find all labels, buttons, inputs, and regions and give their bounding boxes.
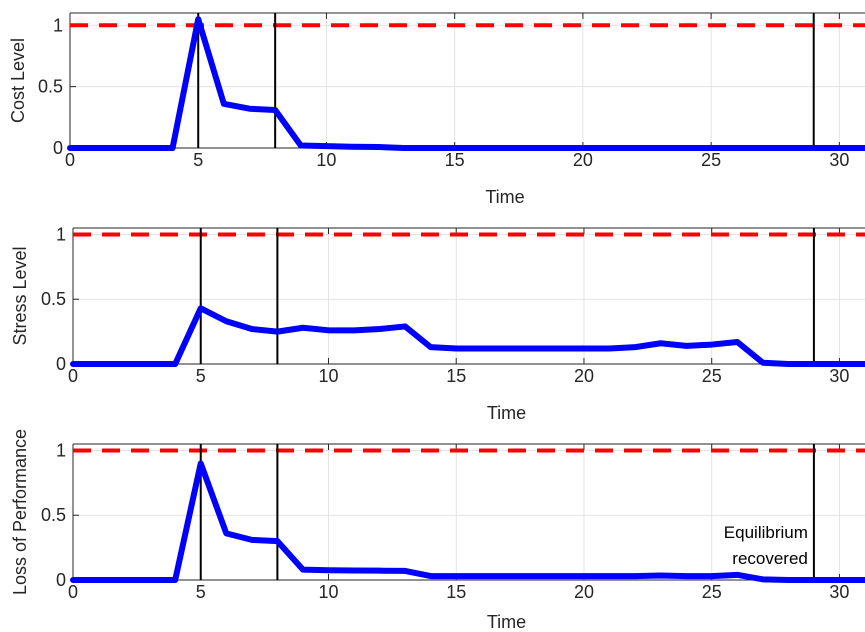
x-tick-label: 0 — [65, 150, 75, 170]
x-tick-label: 15 — [445, 150, 465, 170]
x-tick-label: 15 — [446, 582, 466, 602]
series-line — [70, 305, 865, 367]
x-tick-label: 25 — [702, 582, 722, 602]
x-tick-label: 20 — [573, 150, 593, 170]
y-axis-label: Stress Level — [10, 246, 30, 345]
x-tick-label: 5 — [196, 582, 206, 602]
y-tick-label: 1 — [56, 440, 66, 460]
x-tick-label: 20 — [574, 366, 594, 386]
y-tick-label: 0.5 — [38, 77, 63, 97]
x-tick-label: 5 — [193, 150, 203, 170]
series-line — [70, 460, 865, 583]
x-axis-label: Time — [487, 612, 526, 632]
series-line — [67, 16, 865, 151]
x-tick-label: 30 — [829, 582, 849, 602]
annotation-text: Equilibrium — [724, 523, 808, 542]
x-tick-label: 15 — [446, 366, 466, 386]
x-axis-label: Time — [485, 187, 524, 207]
x-tick-label: 10 — [316, 150, 336, 170]
x-tick-label: 10 — [318, 582, 338, 602]
x-tick-label: 25 — [701, 150, 721, 170]
x-tick-label: 5 — [196, 366, 206, 386]
x-axis-label: Time — [487, 403, 526, 423]
subplot-3: 0 5 10 15 20 25 30 0 0.5 1 Time Loss of Performance… — [10, 429, 865, 632]
x-tick-label: 0 — [68, 366, 78, 386]
x-tick-label: 0 — [68, 582, 78, 602]
y-tick-label: 0 — [53, 138, 63, 158]
y-tick-label: 0.5 — [41, 289, 66, 309]
annotation-text: recovered — [732, 549, 808, 568]
subplot-1: 0 5 10 15 20 25 30 0 0.5 1 Time Cost Level — [8, 12, 865, 207]
x-tick-label: 20 — [574, 582, 594, 602]
y-axis-label: Loss of Performance — [10, 429, 30, 595]
x-tick-label: 25 — [702, 366, 722, 386]
y-tick-label: 0 — [56, 354, 66, 374]
y-tick-label: 1 — [53, 15, 63, 35]
y-tick-label: 1 — [56, 224, 66, 244]
y-tick-label: 0 — [56, 570, 66, 590]
x-tick-label: 30 — [829, 366, 849, 386]
subplot-2: 0 5 10 15 20 25 30 0 0.5 1 Time Stress Level — [10, 224, 865, 423]
x-tick-label: 10 — [318, 366, 338, 386]
y-tick-label: 0.5 — [41, 505, 66, 525]
x-tick-label: 30 — [829, 150, 849, 170]
y-axis-label: Cost Level — [8, 38, 28, 123]
